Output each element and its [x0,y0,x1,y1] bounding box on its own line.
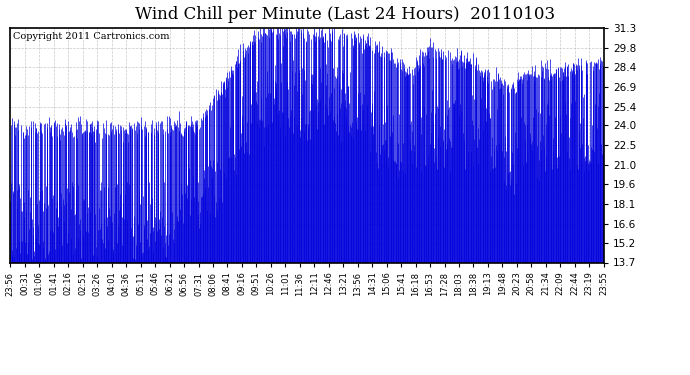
Text: Wind Chill per Minute (Last 24 Hours)  20110103: Wind Chill per Minute (Last 24 Hours) 20… [135,6,555,22]
Text: Copyright 2011 Cartronics.com: Copyright 2011 Cartronics.com [13,32,170,40]
